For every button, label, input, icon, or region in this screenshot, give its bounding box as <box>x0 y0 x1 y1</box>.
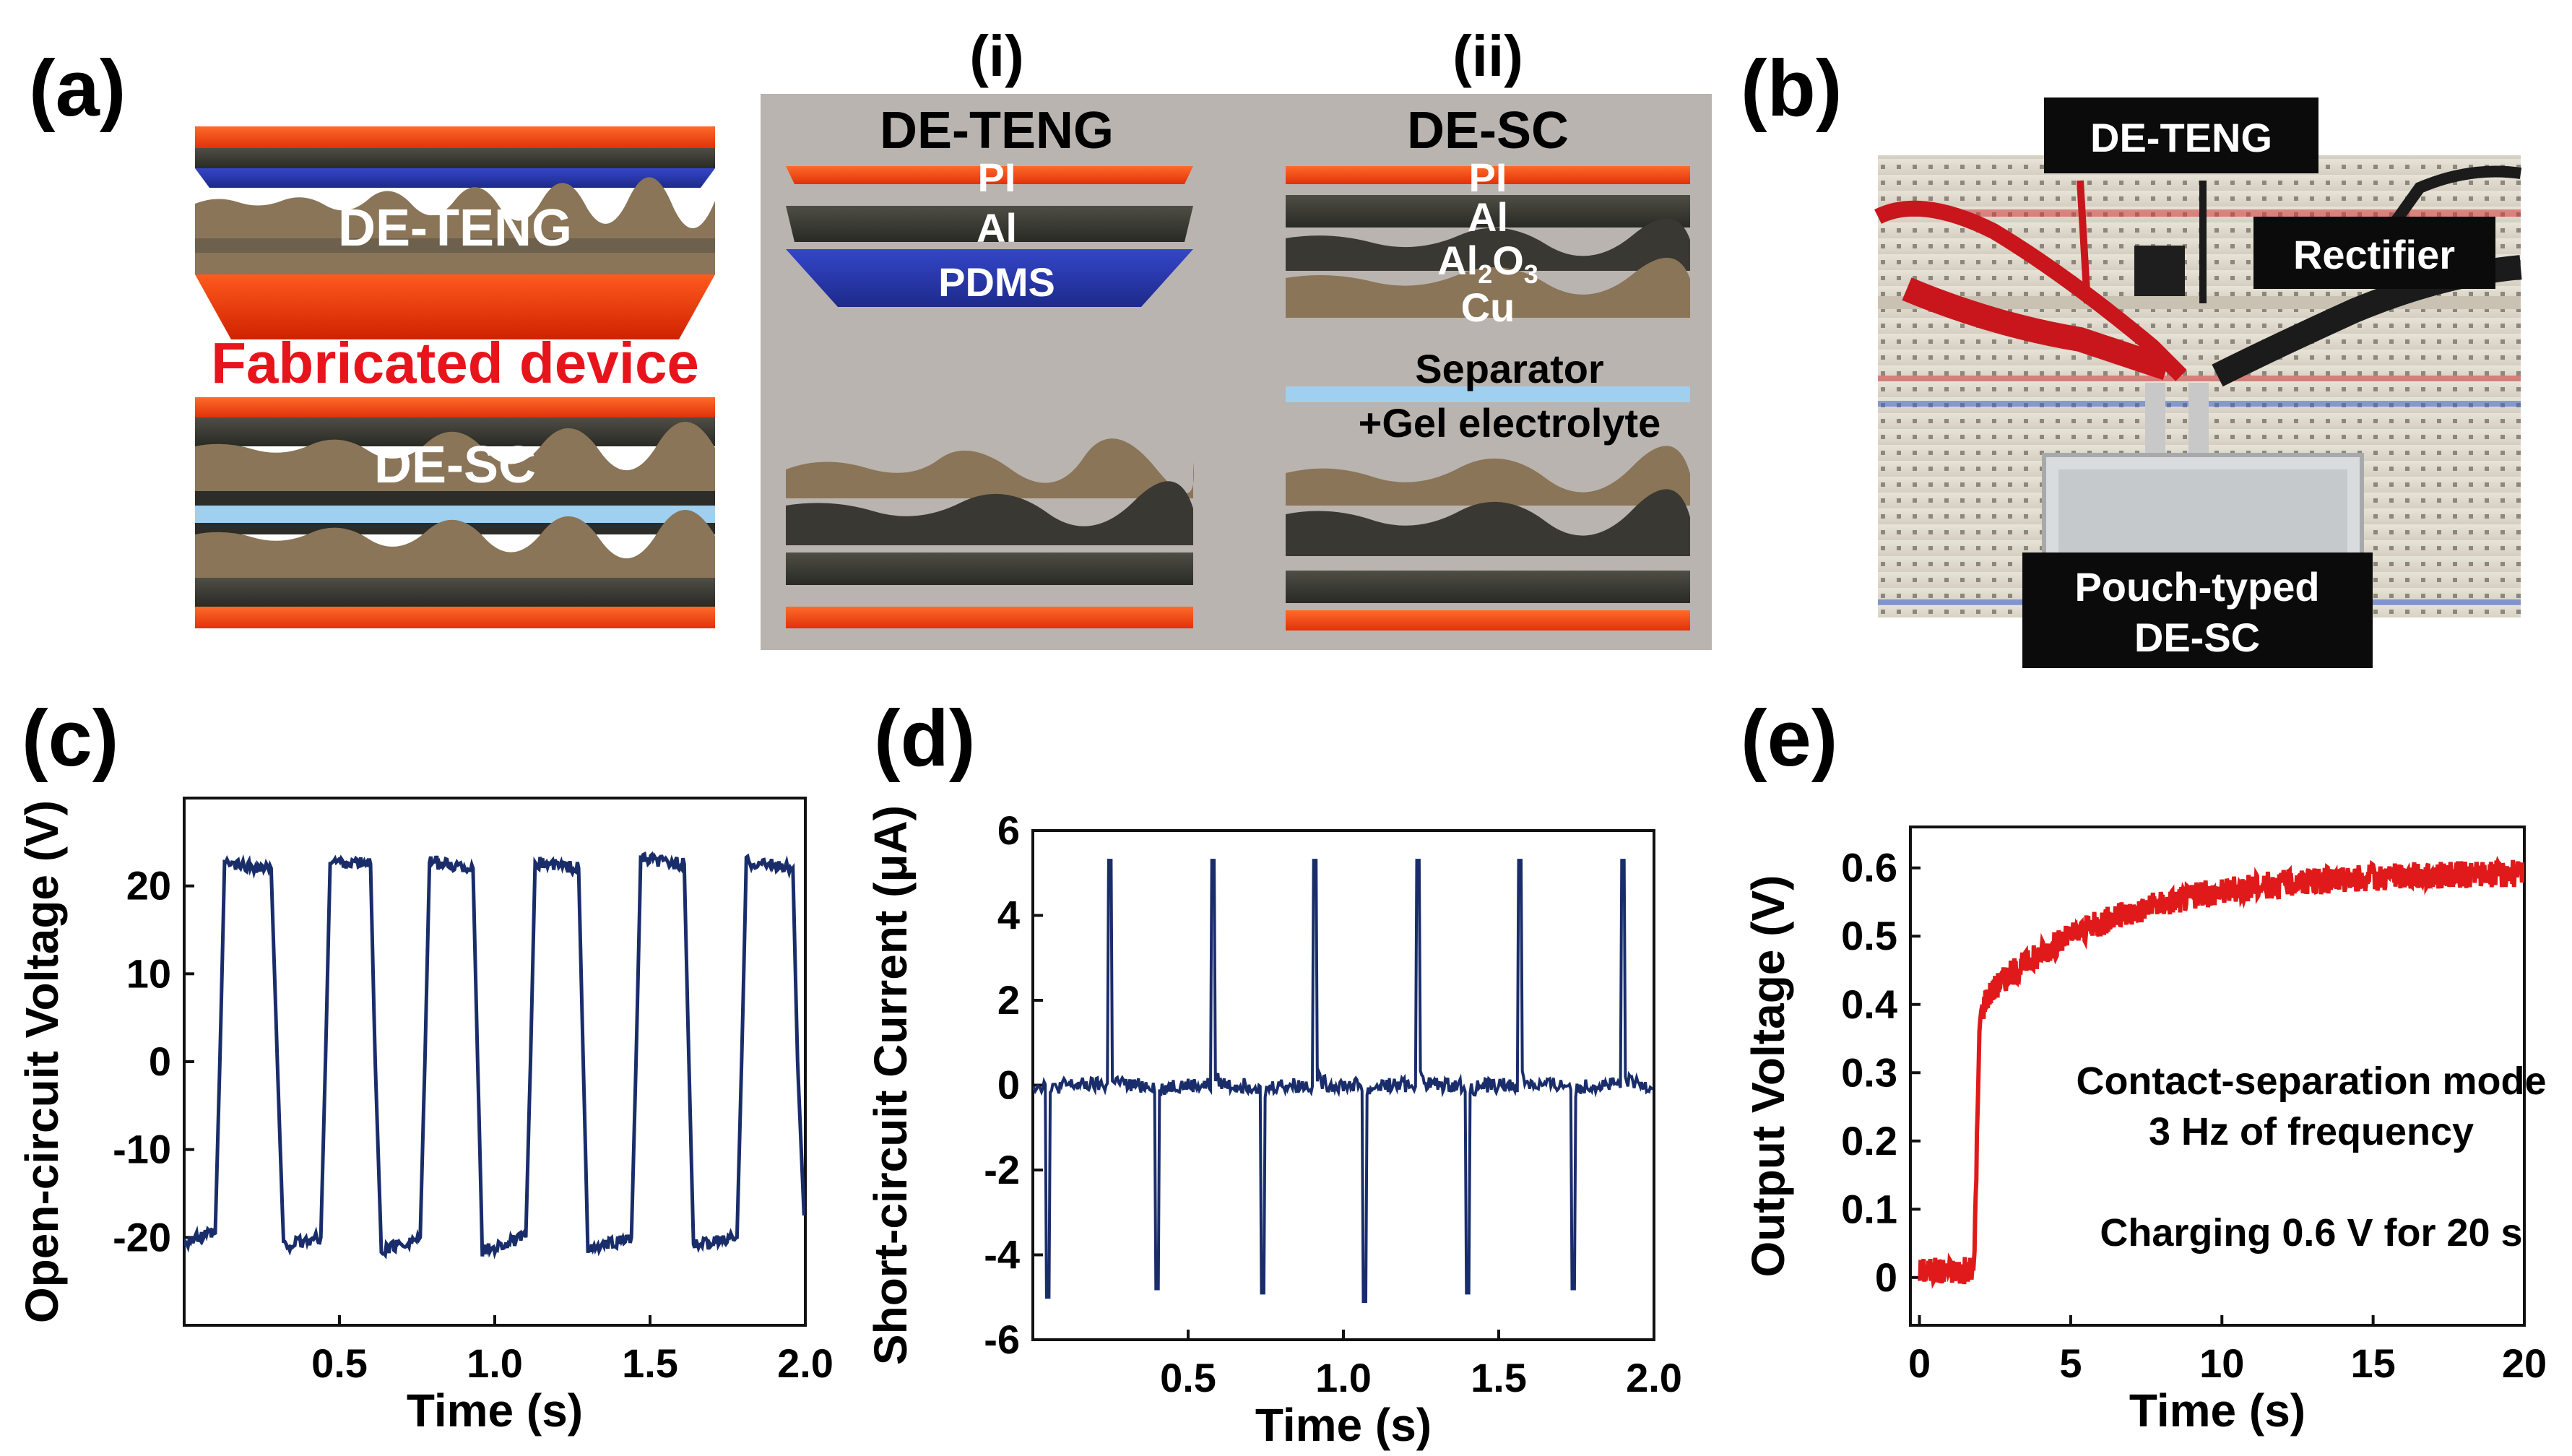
series-line-vout <box>1917 855 2524 1289</box>
x-tick-label: 0.5 <box>1160 1355 1216 1400</box>
photo-label-pouch-line2: DE-SC <box>2134 615 2260 660</box>
sub-i-layer-pdms: PDMS <box>938 259 1055 305</box>
panel-d: (d) 0.5 1.0 1.5 2.0 6 4 2 0 -2 -4 -6 Time (s) Short-… <box>865 694 1682 1451</box>
sub-ii-gel-label: +Gel electrolyte <box>1359 400 1661 446</box>
y-tick-label: 0.1 <box>1841 1186 1897 1231</box>
sub-ii-index: (ii) <box>1452 24 1523 88</box>
x-axis-label: Time (s) <box>2129 1384 2305 1436</box>
sub-ii-layer-al: Al <box>1468 194 1508 240</box>
x-tick-label: 1.5 <box>1471 1355 1527 1400</box>
sub-ii-separator-label: Separator <box>1415 346 1603 391</box>
y-tick-label: -10 <box>113 1127 171 1172</box>
annotation-mode: Contact-separation mode <box>2076 1060 2546 1103</box>
y-tick-label: 4 <box>997 893 1020 938</box>
sc-cu-bottom <box>195 509 715 578</box>
x-tick-label: 2.0 <box>1626 1355 1682 1400</box>
y-tick-label: 0.2 <box>1841 1118 1897 1164</box>
panel-c-letter: (c) <box>22 694 118 783</box>
sub-i-layer-al: Al <box>977 205 1017 251</box>
device-top-label: DE-TENG <box>338 199 572 257</box>
y-axis-label: Open-circuit Voltage (V) <box>16 800 68 1323</box>
photo-label-pouch-line1: Pouch-typed <box>2074 564 2319 610</box>
y-tick-label: 0.3 <box>1841 1049 1897 1095</box>
x-tick-label: 2.0 <box>777 1340 833 1386</box>
x-axis-label: Time (s) <box>1255 1399 1432 1451</box>
panel-d-letter: (d) <box>874 694 975 783</box>
panel-c: (c) 0.5 1.0 1.5 2.0 20 10 0 -10 -20 Time (s) Open-… <box>16 694 833 1436</box>
annotation-charging: Charging 0.6 V for 20 s <box>2100 1211 2522 1254</box>
sub-i-stack-top <box>786 166 1193 307</box>
y-tick-label: 0.5 <box>1841 913 1897 958</box>
sub-ii-title: DE-SC <box>1407 102 1569 160</box>
teng-pi-bottom <box>195 274 715 339</box>
panel-a-letter: (a) <box>29 44 126 133</box>
sc-cu-top <box>195 421 715 491</box>
sub-i-stack-bottom <box>786 438 1194 628</box>
photo-label-rectifier: Rectifier <box>2293 232 2455 277</box>
x-axis-label: Time (s) <box>407 1384 583 1436</box>
sub-ii-layer-cu: Cu <box>1461 285 1515 330</box>
y-tick-label: -4 <box>984 1232 1020 1278</box>
x-tick-label: 1.5 <box>622 1340 678 1386</box>
teng-pdms <box>195 168 715 188</box>
panel-a: (a) DE-TENG Fabricated device DE-SC <box>29 24 1712 650</box>
y-tick-label: -2 <box>984 1147 1020 1192</box>
x-tick-label: 0.5 <box>311 1340 368 1386</box>
y-tick-label: 2 <box>997 977 1020 1023</box>
x-tick-label: 15 <box>2350 1340 2395 1386</box>
chart-c: 0.5 1.0 1.5 2.0 20 10 0 -10 -20 Time (s) Open-circ… <box>16 797 833 1436</box>
series-line-voc <box>184 851 805 1260</box>
sub-ii-layer-al2o3: Al2O3 <box>1437 238 1538 289</box>
panel-e: (e) 0 5 10 15 20 0 0.1 0.2 0.3 0.4 0.5 0.6 Time (s) O… <box>1741 694 2547 1436</box>
panel-b: (b) DE-TENG Rectifier <box>1741 44 2522 668</box>
sub-i-index: (i) <box>969 24 1024 88</box>
y-tick-label: 0 <box>149 1039 171 1084</box>
y-axis-label: Output Voltage (V) <box>1742 875 1794 1278</box>
x-tick-label: 5 <box>2059 1340 2082 1386</box>
y-tick-label: 10 <box>126 950 171 996</box>
x-tick-label: 10 <box>2199 1340 2244 1386</box>
plot-frame <box>1909 826 2526 1327</box>
x-tick-label: 20 <box>2502 1340 2547 1386</box>
x-tick-label: 1.0 <box>1315 1355 1372 1400</box>
teng-al-top <box>195 148 715 168</box>
sub-i-layer-pi: PI <box>978 155 1016 200</box>
sub-ii-layer-pi: PI <box>1469 155 1507 200</box>
y-tick-label: 20 <box>126 863 171 909</box>
panel-e-letter: (e) <box>1741 694 1837 783</box>
y-tick-label: 0.6 <box>1841 845 1897 890</box>
y-tick-label: 0 <box>997 1062 1020 1108</box>
sub-i-title: DE-TENG <box>880 102 1114 160</box>
rectifier-chip <box>2134 246 2185 296</box>
sub-ii-separator-layer <box>1286 386 1690 402</box>
y-tick-label: -20 <box>113 1214 171 1260</box>
y-tick-label: 6 <box>997 807 1020 853</box>
fabricated-teng-stack <box>195 126 715 339</box>
sub-ii-stack-top <box>1286 166 1690 402</box>
sc-al-bottom <box>195 578 715 607</box>
teng-pi-top <box>195 126 715 148</box>
x-tick-label: 0 <box>1908 1340 1931 1386</box>
chart-d: 0.5 1.0 1.5 2.0 6 4 2 0 -2 -4 -6 Time (s) Short-circ… <box>865 805 1682 1451</box>
x-tick-label: 1.0 <box>467 1340 523 1386</box>
fabricated-label: Fabricated device <box>211 331 699 395</box>
annotation-frequency: 3 Hz of frequency <box>2149 1110 2474 1153</box>
sub-ii-stack-bottom <box>1286 446 1690 630</box>
y-tick-label: -6 <box>984 1317 1020 1362</box>
y-tick-label: 0.4 <box>1841 982 1897 1027</box>
photo-label-teng: DE-TENG <box>2090 115 2272 160</box>
sc-pi-bottom <box>195 607 715 628</box>
series-line-isc <box>1033 859 1654 1304</box>
y-axis-label: Short-circuit Current (μA) <box>865 805 917 1365</box>
panel-b-letter: (b) <box>1741 44 1842 133</box>
chart-e: 0 5 10 15 20 0 0.1 0.2 0.3 0.4 0.5 0.6 Time (s) Outpu… <box>1742 826 2547 1436</box>
fabricated-sc-stack <box>195 397 715 628</box>
y-tick-label: 0 <box>1875 1254 1897 1300</box>
device-bottom-label: DE-SC <box>374 436 536 494</box>
sc-pi-top <box>195 397 715 417</box>
